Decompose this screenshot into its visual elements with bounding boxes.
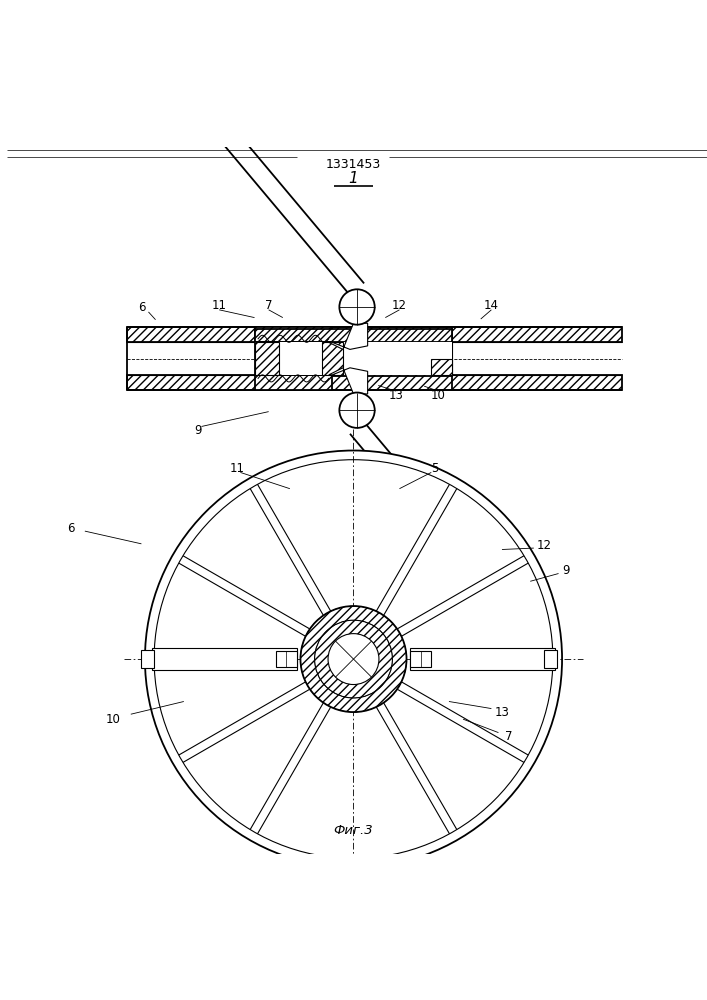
Bar bbox=[141, 650, 154, 668]
Bar bbox=[127, 375, 622, 390]
Bar bbox=[544, 650, 557, 668]
Text: 13: 13 bbox=[388, 389, 404, 402]
Polygon shape bbox=[329, 368, 368, 394]
Bar bbox=[322, 342, 343, 375]
Bar bbox=[410, 648, 555, 670]
Text: 11: 11 bbox=[211, 299, 227, 312]
Text: 5: 5 bbox=[431, 462, 438, 475]
Text: Фиг.2: Фиг.2 bbox=[376, 462, 416, 475]
Bar bbox=[276, 651, 297, 667]
Bar bbox=[255, 327, 332, 342]
Text: 12: 12 bbox=[537, 539, 552, 552]
Text: 6: 6 bbox=[67, 522, 74, 535]
Circle shape bbox=[339, 289, 375, 325]
Text: 10: 10 bbox=[105, 713, 121, 726]
Circle shape bbox=[154, 460, 553, 858]
Circle shape bbox=[328, 634, 379, 685]
Bar bbox=[127, 327, 622, 342]
Bar bbox=[255, 342, 452, 375]
Text: Фиг.3: Фиг.3 bbox=[334, 824, 373, 837]
Text: 10: 10 bbox=[431, 389, 446, 402]
Bar bbox=[258, 868, 449, 887]
Polygon shape bbox=[329, 323, 368, 349]
Bar bbox=[152, 648, 297, 670]
Text: 6: 6 bbox=[138, 301, 145, 314]
Text: 14: 14 bbox=[484, 299, 499, 312]
Text: 1: 1 bbox=[349, 171, 358, 186]
Bar bbox=[255, 342, 332, 375]
Bar bbox=[255, 342, 279, 375]
Bar bbox=[255, 329, 452, 342]
Text: 9: 9 bbox=[562, 564, 569, 577]
Bar bbox=[431, 359, 452, 375]
Text: 7: 7 bbox=[506, 730, 513, 743]
Bar bbox=[410, 651, 431, 667]
Bar bbox=[332, 330, 452, 342]
Text: 12: 12 bbox=[392, 299, 407, 312]
Circle shape bbox=[339, 393, 375, 428]
Text: A – A: A – A bbox=[329, 477, 363, 490]
Circle shape bbox=[145, 451, 562, 868]
Text: 13: 13 bbox=[494, 706, 510, 719]
Circle shape bbox=[315, 620, 392, 698]
Text: 9: 9 bbox=[194, 424, 201, 437]
Text: 7: 7 bbox=[265, 299, 272, 312]
Bar bbox=[332, 374, 452, 376]
Bar bbox=[255, 375, 332, 390]
Circle shape bbox=[300, 606, 407, 712]
Text: 11: 11 bbox=[229, 462, 245, 475]
Text: 1331453: 1331453 bbox=[326, 158, 381, 171]
